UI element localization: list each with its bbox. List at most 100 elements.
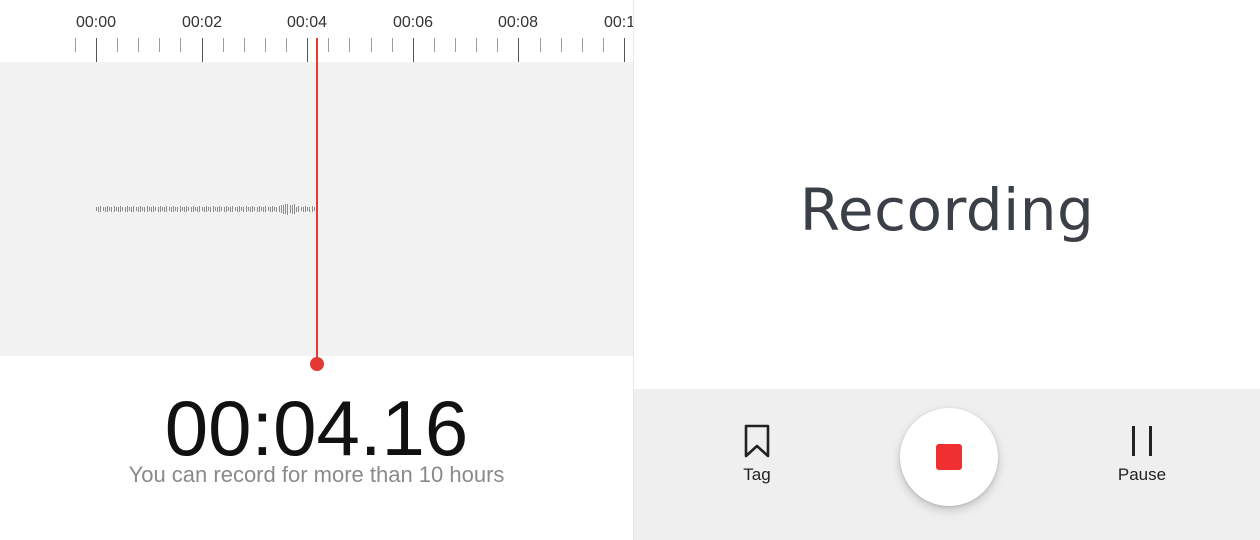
waveform-bar xyxy=(177,206,178,212)
waveform-bar xyxy=(259,206,260,212)
waveform-bar xyxy=(303,206,304,212)
waveform-bar xyxy=(118,206,119,212)
waveform-bar xyxy=(169,207,170,211)
waveform-bar xyxy=(116,207,117,211)
timeline-tick-label: 00:00 xyxy=(75,14,117,31)
waveform-bar xyxy=(193,206,194,212)
timeline-major-tick xyxy=(96,38,97,62)
waveform-bar xyxy=(191,206,192,212)
waveform-bar xyxy=(287,203,288,215)
timeline-major-tick xyxy=(307,38,308,62)
waveform-bar xyxy=(213,206,214,212)
waveform-bar xyxy=(290,205,291,213)
waveform-bar xyxy=(235,207,236,211)
recording-pane: 00:00 00:02 00:04 00:06 00:08 00:10 00:0… xyxy=(0,14,633,487)
playhead-line[interactable] xyxy=(316,38,318,362)
recording-hint: You can record for more than 10 hours xyxy=(128,462,505,487)
timeline-minor-tick xyxy=(582,38,583,52)
waveform-bar xyxy=(202,207,203,211)
timeline-minor-tick xyxy=(371,38,372,52)
waveform-bar xyxy=(263,206,264,212)
waveform-bar xyxy=(162,207,163,211)
waveform-bar xyxy=(270,206,271,212)
timeline-minor-tick xyxy=(349,38,350,52)
waveform-bar xyxy=(228,207,229,211)
waveform-bar xyxy=(285,204,286,214)
waveform-bar xyxy=(305,206,306,212)
pause-icon xyxy=(1132,426,1152,456)
waveform-bar xyxy=(127,206,128,212)
waveform-bar xyxy=(298,206,299,212)
timeline-major-tick xyxy=(624,38,625,62)
waveform-bar xyxy=(296,206,297,212)
waveform-bar xyxy=(125,206,126,212)
tag-button[interactable]: Tag xyxy=(707,423,807,485)
waveform-bar xyxy=(248,207,249,211)
waveform-bar xyxy=(208,207,209,211)
waveform-bar xyxy=(144,206,145,212)
playhead-handle[interactable] xyxy=(310,357,324,371)
stop-icon xyxy=(936,444,962,470)
waveform-bar xyxy=(314,207,315,211)
waveform-bar xyxy=(166,206,167,212)
waveform-bar xyxy=(138,206,139,212)
waveform-bar xyxy=(147,206,148,212)
waveform-bar xyxy=(142,207,143,211)
waveform-bar xyxy=(129,207,130,211)
bookmark-icon xyxy=(744,424,770,458)
waveform-bar xyxy=(226,206,227,212)
pause-button[interactable]: Pause xyxy=(1092,423,1192,485)
waveform-bar xyxy=(217,206,218,212)
timeline-minor-tick xyxy=(497,38,498,52)
waveform-bar xyxy=(274,207,275,211)
timeline-minor-tick xyxy=(392,38,393,52)
timeline-minor-tick xyxy=(434,38,435,52)
waveform-bar xyxy=(257,206,258,212)
timeline-major-tick xyxy=(202,38,203,62)
waveform-bar xyxy=(254,207,255,211)
waveform-bar xyxy=(107,206,108,212)
waveform-bar xyxy=(281,205,282,213)
waveform-bar xyxy=(241,207,242,211)
timeline-minor-tick xyxy=(223,38,224,52)
waveform-bar xyxy=(173,206,174,212)
waveform-bar xyxy=(237,206,238,212)
timeline-minor-tick xyxy=(117,38,118,52)
timeline-minor-tick xyxy=(476,38,477,52)
timeline-minor-tick xyxy=(265,38,266,52)
waveform-bar xyxy=(188,207,189,211)
waveform-bar xyxy=(98,206,99,212)
recording-status-title: Recording xyxy=(799,176,1095,244)
waveform-bar xyxy=(243,206,244,212)
waveform-bar xyxy=(204,206,205,212)
waveform-bar xyxy=(153,206,154,212)
stop-button[interactable] xyxy=(900,408,998,506)
waveform-bar xyxy=(279,206,280,212)
timeline-tick-label: 00:04 xyxy=(286,14,328,31)
timeline-minor-tick xyxy=(244,38,245,52)
waveform-bar xyxy=(221,207,222,211)
waveform-bar xyxy=(111,206,112,212)
pause-button-label: Pause xyxy=(1117,465,1167,484)
waveform-bar xyxy=(171,206,172,212)
waveform-bar xyxy=(215,207,216,211)
waveform-bar xyxy=(155,207,156,211)
pane-divider xyxy=(633,0,634,540)
waveform-bar xyxy=(197,206,198,212)
waveform-bar xyxy=(239,206,240,212)
waveform-bar xyxy=(276,206,277,212)
timeline-major-tick xyxy=(413,38,414,62)
waveform-bar xyxy=(294,204,295,214)
waveform-bar xyxy=(195,207,196,211)
waveform-bar xyxy=(210,206,211,212)
timeline-tick-label: 00:02 xyxy=(181,14,223,31)
timeline-major-tick xyxy=(518,38,519,62)
waveform-bar xyxy=(309,206,310,212)
waveform-bar xyxy=(182,207,183,211)
waveform-bar xyxy=(186,206,187,212)
waveform-bar xyxy=(184,206,185,212)
timeline-minor-tick xyxy=(328,38,329,52)
waveform-bar xyxy=(283,204,284,214)
waveform-bar xyxy=(136,207,137,211)
waveform-bar xyxy=(175,207,176,211)
